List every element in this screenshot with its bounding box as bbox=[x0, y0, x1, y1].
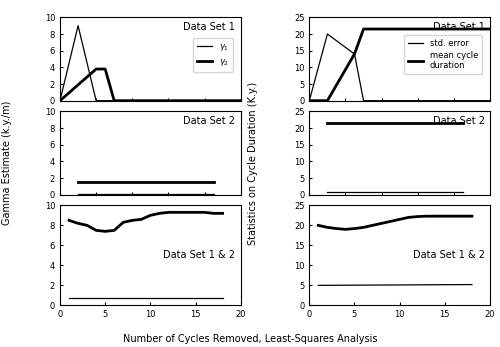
Text: Statistics on Cycle Duration (K.y.): Statistics on Cycle Duration (K.y.) bbox=[248, 82, 258, 245]
Text: Data Set 1 & 2: Data Set 1 & 2 bbox=[164, 250, 236, 260]
Text: Data Set 1 & 2: Data Set 1 & 2 bbox=[412, 250, 484, 260]
Text: Data Set 2: Data Set 2 bbox=[432, 116, 484, 126]
Legend: std. error, mean cycle
duration: std. error, mean cycle duration bbox=[404, 35, 482, 75]
Text: Number of Cycles Removed, Least-Squares Analysis: Number of Cycles Removed, Least-Squares … bbox=[123, 333, 378, 344]
Text: Data Set 1: Data Set 1 bbox=[432, 22, 484, 32]
Legend: $\gamma_1$, $\gamma_2$: $\gamma_1$, $\gamma_2$ bbox=[193, 38, 233, 72]
Text: Data Set 2: Data Set 2 bbox=[184, 116, 236, 126]
Text: Data Set 1: Data Set 1 bbox=[184, 22, 236, 32]
Text: Gamma Estimate (k.y./m): Gamma Estimate (k.y./m) bbox=[2, 101, 12, 225]
